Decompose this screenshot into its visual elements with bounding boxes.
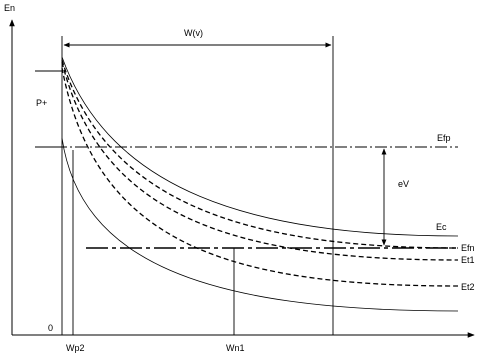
ev-band-curve	[61, 137, 459, 312]
y-axis-label: En	[4, 3, 15, 13]
efn-curve	[61, 59, 459, 249]
et1-curve	[61, 61, 459, 261]
p-plus-label: P+	[36, 98, 47, 108]
ec-label: Ec	[436, 222, 447, 232]
ec-curve	[61, 56, 459, 237]
origin-label: 0	[48, 323, 53, 333]
width-bracket-label: W(v)	[184, 28, 203, 38]
wp2-label: Wp2	[66, 343, 85, 353]
ev-label: eV	[398, 179, 409, 189]
et2-label: Et2	[461, 282, 475, 292]
et1-label: Et1	[461, 255, 475, 265]
efn-label: Efn	[461, 243, 475, 253]
efp-label: Efp	[437, 133, 451, 143]
wn1-label: Wn1	[226, 343, 245, 353]
et2-curve	[61, 67, 459, 287]
